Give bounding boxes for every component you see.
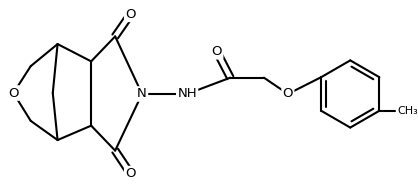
Text: O: O <box>125 8 136 21</box>
Text: O: O <box>212 45 222 58</box>
Text: O: O <box>125 167 136 180</box>
Text: N: N <box>137 88 147 100</box>
Text: CH₃: CH₃ <box>398 106 418 116</box>
Text: O: O <box>283 88 293 100</box>
Text: NH: NH <box>177 88 197 100</box>
Text: O: O <box>8 87 19 99</box>
